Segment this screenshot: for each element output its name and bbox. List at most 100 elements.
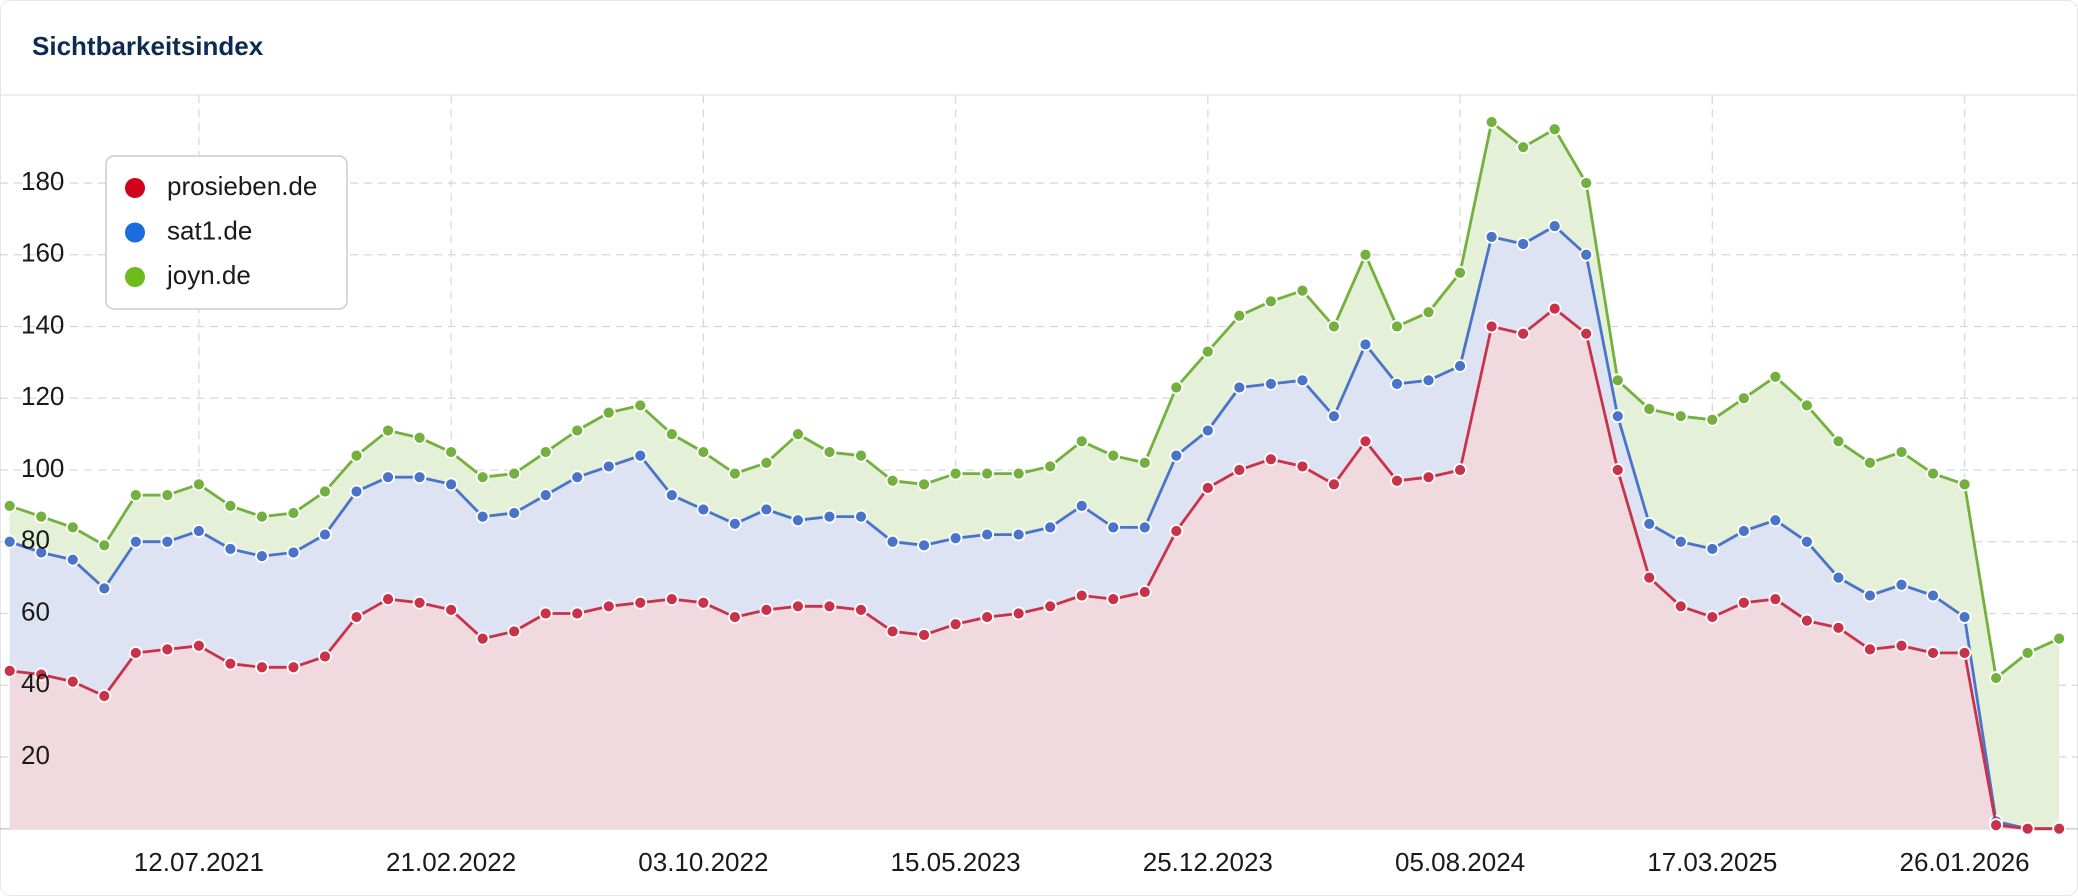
point [475,470,490,485]
point [412,595,427,610]
point [633,398,648,413]
point [349,484,364,499]
x-tick-label: 17.03.2025 [1647,847,1777,877]
point [1358,247,1373,262]
point [34,667,49,682]
legend-dot [125,222,145,243]
point [601,459,616,474]
point [191,638,206,653]
point [1390,473,1404,488]
point [1484,115,1499,129]
lines [2,115,2067,836]
point [1421,470,1436,485]
point [160,488,175,503]
point [1264,294,1278,309]
point [1610,409,1625,424]
y-tick-label: 100 [21,453,64,483]
point [412,470,427,485]
point [948,531,963,546]
point [570,606,585,621]
point [1137,520,1152,535]
point [2052,631,2067,646]
point [1516,140,1531,155]
point [507,624,522,639]
point [538,488,553,503]
point [538,445,553,459]
point [917,477,931,492]
point [601,405,616,420]
point [1043,599,1058,614]
point [1106,520,1121,535]
point [1200,423,1215,438]
y-tick-label: 60 [21,596,50,626]
point [727,516,742,531]
point [318,527,332,542]
point [1863,588,1877,603]
point [2,534,17,549]
point [791,427,805,442]
point [948,466,963,481]
point [696,445,711,459]
point [664,488,679,503]
point [223,656,238,671]
point [1074,434,1089,449]
point [2020,646,2035,660]
point [1736,524,1751,538]
point [759,602,774,617]
x-tick-label: 05.08.2024 [1395,847,1525,877]
point [1106,448,1121,463]
point [1043,520,1058,535]
legend-box [105,155,348,310]
point [664,427,679,442]
point [980,610,995,624]
point [1327,477,1341,492]
y-tick-label: 40 [21,668,50,698]
point [917,538,931,553]
point [1579,176,1594,190]
point [1957,646,1972,660]
point [1642,570,1657,585]
point [1642,402,1657,416]
legend: prosieben.de sat1.de joyn.de [105,155,348,310]
point [1547,219,1562,233]
point [1610,463,1625,477]
point [444,445,459,459]
point [381,592,395,607]
labels: 20 40 60 80 100 120 140 160 180 12.07.2021 21.02.2… [21,166,2030,877]
point [381,423,395,438]
point [255,509,269,524]
x-tick-label: 03.10.2022 [638,847,768,877]
point [1989,671,2003,685]
point [1768,369,1783,384]
point [1484,319,1499,334]
point [1232,463,1247,477]
point [1074,498,1089,513]
point [1264,377,1278,391]
point [1137,455,1152,470]
y-tick-label: 120 [21,381,64,411]
point [1453,359,1467,373]
point [2,498,17,513]
point [1011,606,1026,621]
point [1484,229,1499,244]
x-tick-label: 21.02.2022 [386,847,516,877]
point [570,470,585,485]
point [980,466,995,481]
point [1705,610,1720,624]
point [412,430,427,445]
point [1673,534,1688,549]
point [286,660,301,675]
point [1453,463,1467,477]
point [1200,344,1215,359]
y-tick-label: 160 [21,238,64,268]
point [1327,319,1341,334]
point [664,592,679,607]
point [1894,445,1909,459]
legend-dot [125,178,145,198]
point [34,509,49,524]
point [65,552,80,567]
point [1736,391,1751,406]
point [1894,638,1909,653]
point [255,549,269,563]
point [1137,585,1152,599]
